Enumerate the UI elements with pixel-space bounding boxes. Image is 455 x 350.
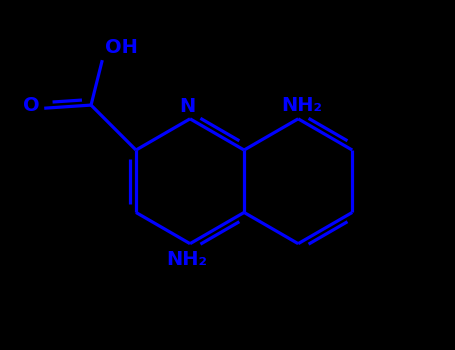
Text: NH₂: NH₂ [281,96,322,115]
Text: OH: OH [106,38,138,57]
Text: NH₂: NH₂ [167,250,207,269]
Text: N: N [179,97,195,116]
Text: O: O [23,96,39,115]
